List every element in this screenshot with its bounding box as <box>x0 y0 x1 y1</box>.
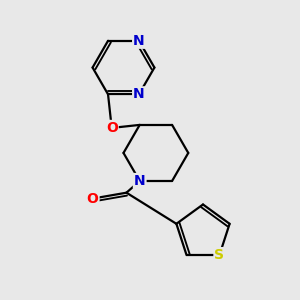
Text: S: S <box>214 248 224 262</box>
Text: N: N <box>133 34 145 48</box>
Text: O: O <box>87 192 98 206</box>
Text: N: N <box>133 87 145 101</box>
Text: O: O <box>106 121 118 135</box>
Text: N: N <box>134 174 146 188</box>
